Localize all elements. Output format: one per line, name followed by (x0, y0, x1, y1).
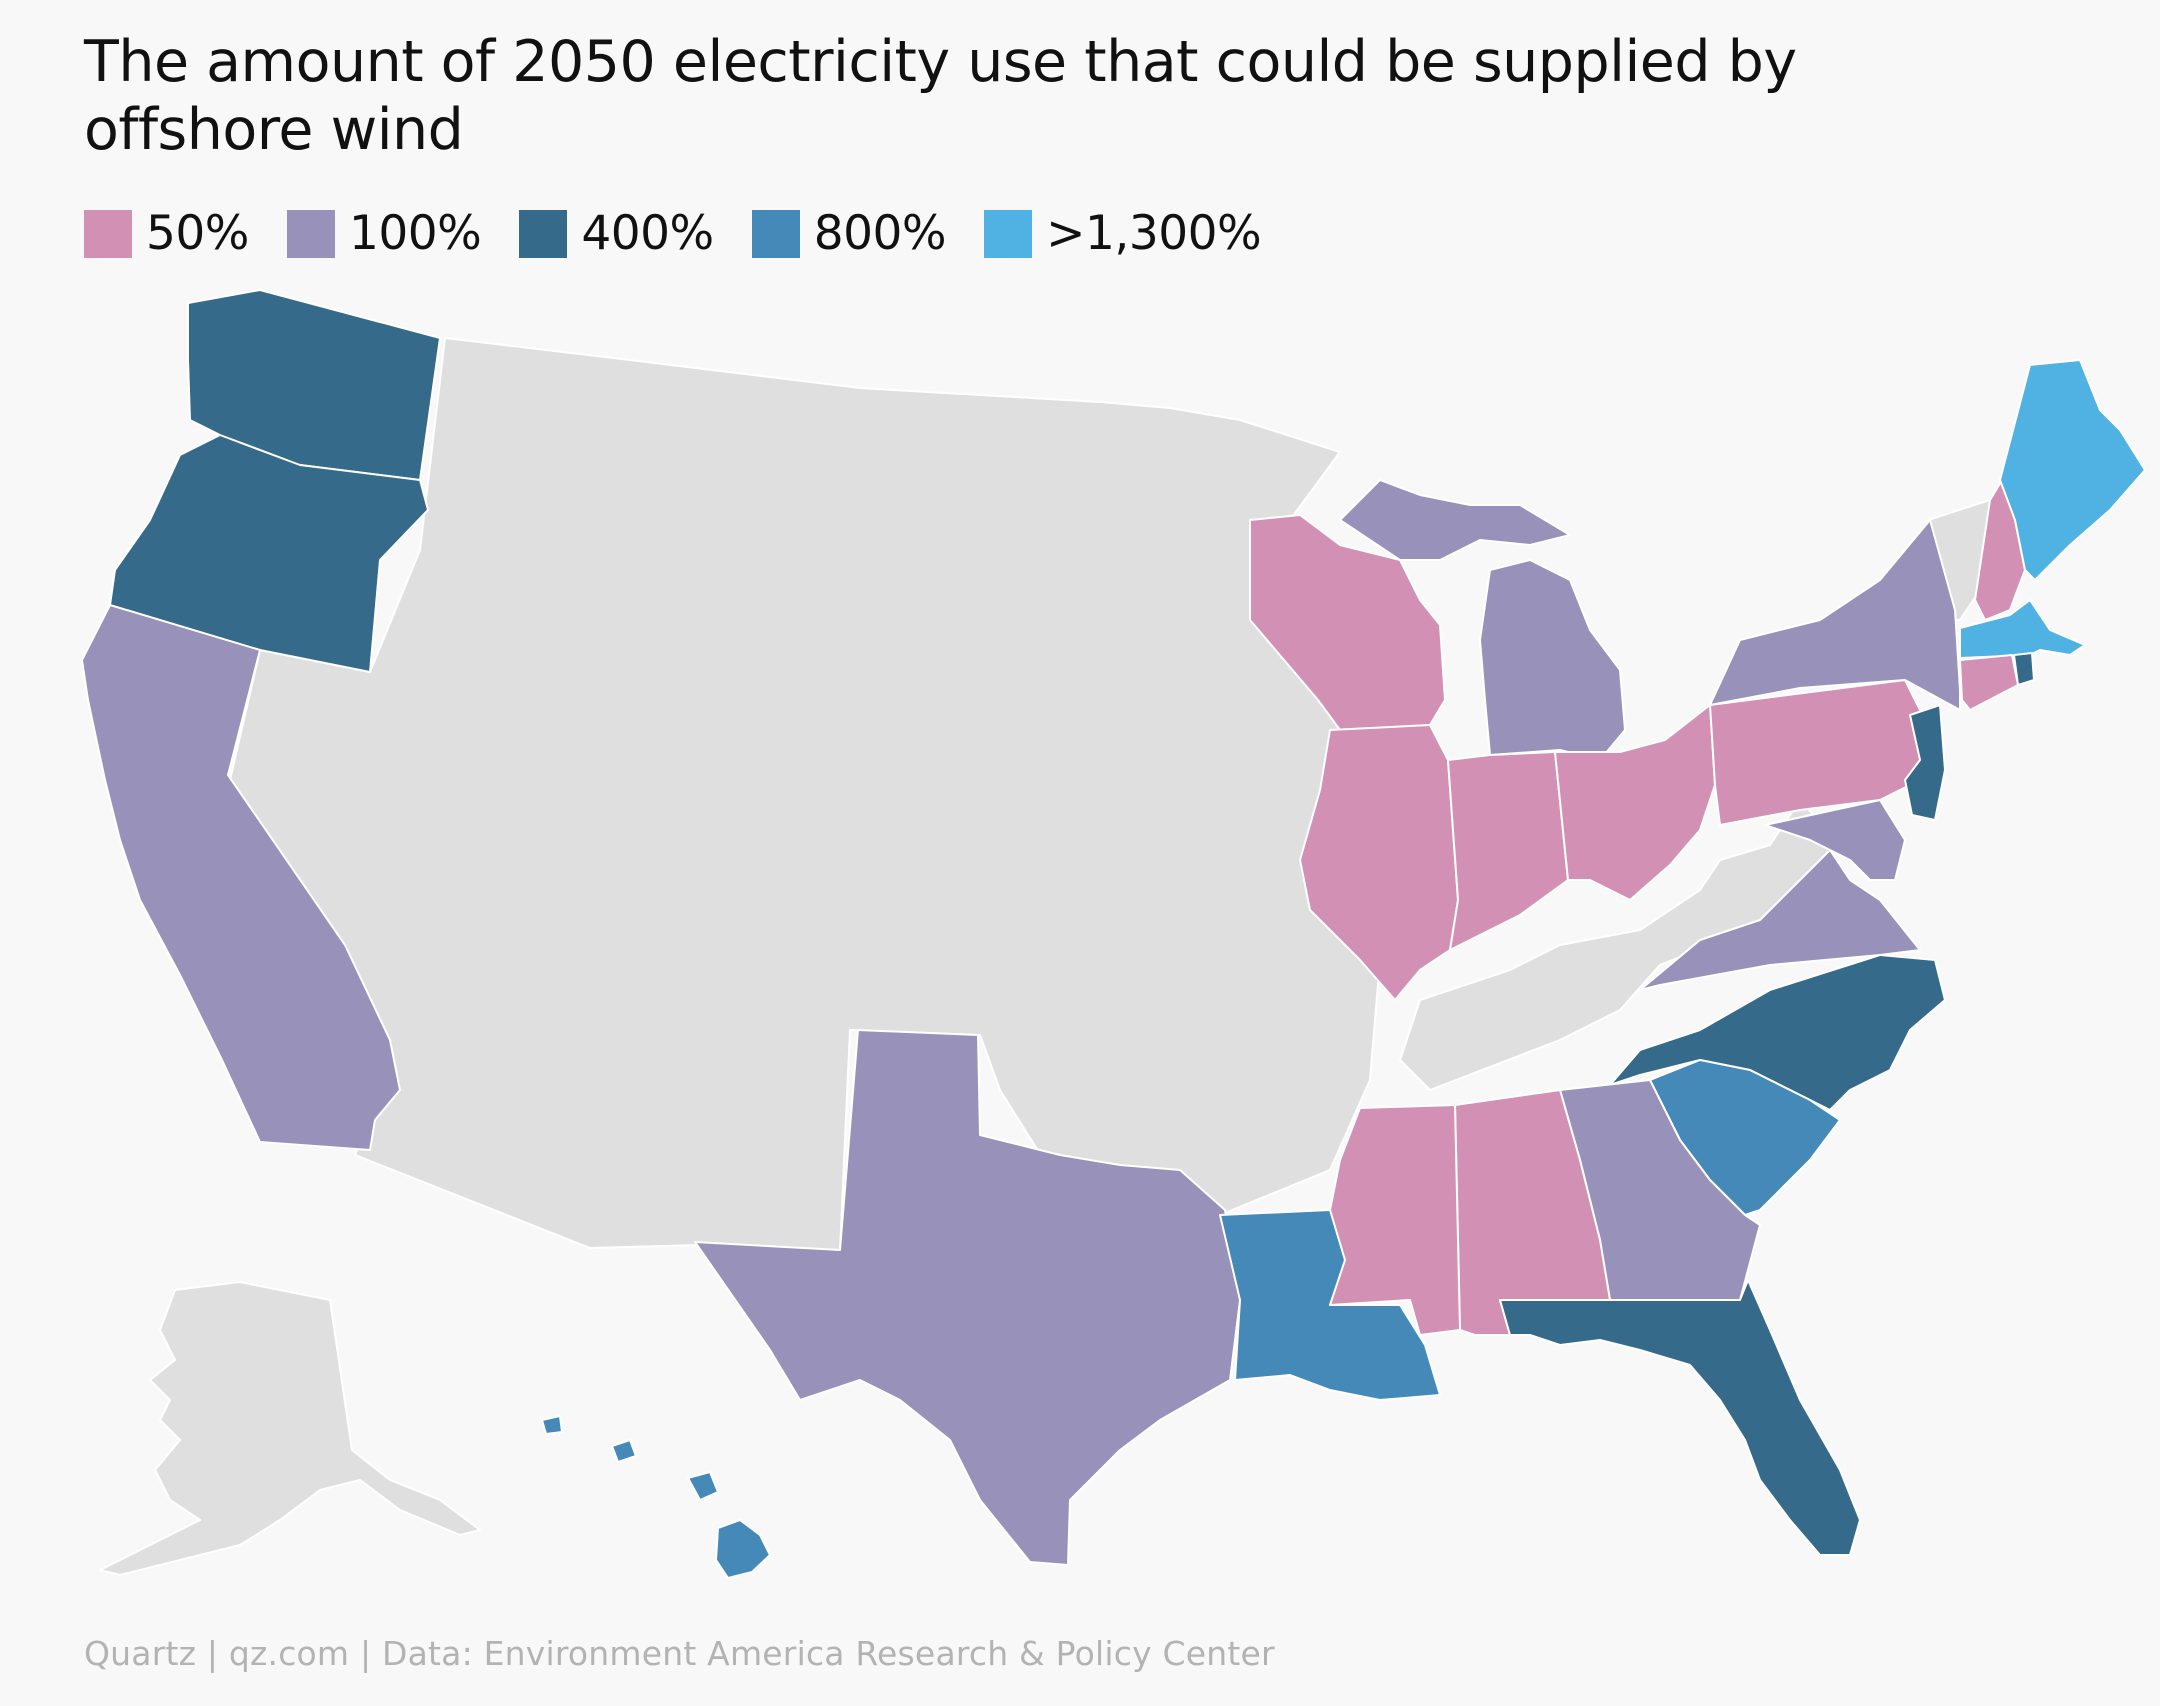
state-connecticut (1959, 654, 2019, 711)
state-alaska (99, 1281, 481, 1576)
legend-label-800: 800% (813, 206, 947, 261)
state-wisconsin (1249, 514, 1446, 731)
state-texas (694, 1029, 1241, 1566)
state-new-york (1709, 519, 1961, 711)
state-hawaii-kauai (541, 1415, 563, 1435)
state-virginia (1639, 849, 1921, 991)
state-rhode-island (2013, 652, 2035, 686)
no-data-states (99, 337, 1991, 1576)
state-pennsylvania (1709, 679, 1926, 826)
state-new-jersey (1904, 704, 1946, 821)
state-indiana (1447, 751, 1569, 951)
state-hawaii-big-island (715, 1519, 771, 1579)
state-california (81, 604, 401, 1151)
state-michigan-lower (1479, 559, 1626, 761)
state-hawaii-oahu (611, 1439, 637, 1463)
state-mississippi (1329, 1104, 1461, 1336)
legend-label-50: 50% (146, 206, 249, 261)
legend-swatch-400 (519, 210, 568, 258)
legend-swatch-100 (286, 210, 335, 258)
state-maine (1999, 359, 2146, 581)
legend-swatch-800 (751, 210, 800, 258)
state-maryland-delaware (1764, 799, 1906, 881)
legend-label-1300: >1,300% (1046, 206, 1262, 261)
state-illinois (1299, 724, 1459, 1001)
chart-title: The amount of 2050 electricity use that … (84, 29, 1797, 163)
us-map (81, 289, 2146, 1579)
legend-swatch-1300 (984, 210, 1033, 258)
state-hawaii-maui (687, 1471, 719, 1501)
legend: 50% 100% 400% 800% >1,300% (84, 210, 1299, 258)
legend-item-800: 800% (751, 206, 947, 261)
state-florida (1499, 1279, 1861, 1556)
colored-states (81, 289, 2146, 1579)
legend-swatch-50 (84, 210, 132, 258)
legend-item-1300: >1,300% (984, 206, 1262, 261)
state-michigan-upper (1339, 479, 1571, 561)
legend-item-50: 50% (84, 210, 249, 258)
legend-item-100: 100% (286, 206, 482, 261)
legend-label-400: 400% (581, 206, 714, 261)
legend-label-100: 100% (348, 206, 482, 261)
legend-item-400: 400% (519, 206, 714, 261)
state-ohio (1554, 704, 1716, 901)
source-credit: Quartz | qz.com | Data: Environment Amer… (84, 1634, 1275, 1673)
